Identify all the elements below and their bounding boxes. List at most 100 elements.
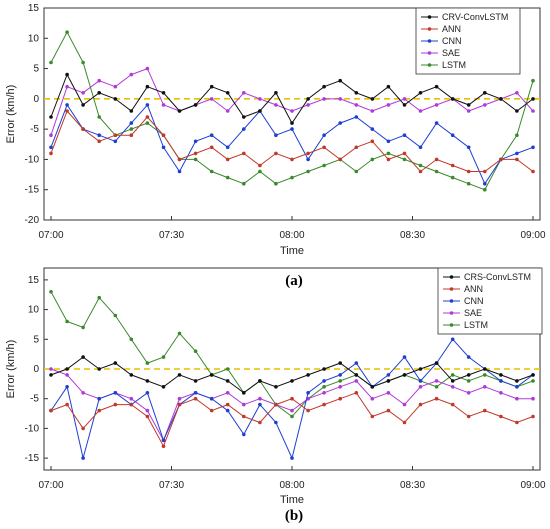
x-tick-label: 07:00 <box>38 480 63 491</box>
data-point <box>434 121 439 125</box>
data-point <box>177 169 182 174</box>
data-point <box>483 408 487 413</box>
legend-label: SAE <box>464 308 482 318</box>
data-point <box>65 367 69 371</box>
data-point <box>81 426 85 431</box>
legend-label: LSTM <box>442 60 466 70</box>
data-point <box>290 157 294 162</box>
data-point <box>483 103 487 107</box>
data-point <box>161 444 166 449</box>
data-point <box>531 97 535 101</box>
data-point <box>81 325 85 330</box>
data-point <box>161 91 166 95</box>
legend-marker <box>449 323 454 327</box>
data-point <box>499 379 503 383</box>
data-point <box>129 133 134 137</box>
data-point <box>258 420 262 425</box>
data-point <box>145 379 150 383</box>
data-point <box>402 157 407 162</box>
y-tick-label: -5 <box>30 394 39 405</box>
data-point <box>466 414 471 419</box>
data-point <box>370 414 375 419</box>
series-line <box>50 392 534 448</box>
data-point <box>209 408 214 413</box>
data-point <box>386 103 391 107</box>
data-point <box>306 151 310 156</box>
data-point <box>531 109 535 113</box>
data-point <box>97 115 101 119</box>
data-point <box>386 157 391 162</box>
data-point <box>499 157 503 162</box>
data-point <box>354 391 359 395</box>
data-point <box>242 181 246 186</box>
data-point <box>177 402 182 407</box>
data-point <box>49 115 53 119</box>
data-point <box>209 373 214 377</box>
data-point <box>258 97 262 101</box>
x-tick-label: 08:00 <box>279 480 304 491</box>
data-point <box>306 169 310 174</box>
data-point <box>177 109 182 113</box>
y-tick-label: 0 <box>33 364 39 375</box>
data-point <box>161 133 166 137</box>
data-point <box>322 402 326 407</box>
data-point <box>370 127 375 131</box>
data-point <box>402 97 407 101</box>
data-point <box>290 121 294 125</box>
data-point <box>290 456 294 460</box>
data-point <box>225 391 230 395</box>
data-point <box>338 385 343 389</box>
data-point <box>193 391 198 395</box>
data-point <box>370 396 375 401</box>
data-point <box>306 103 310 107</box>
y-tick-label: 0 <box>33 94 39 105</box>
data-point <box>466 145 471 150</box>
chart-panel-1: 15 10 5 0 -5 -10 -15 07:00 07:30 08:00 08:30 09:00 T… <box>5 267 546 524</box>
data-point <box>466 373 471 377</box>
data-point <box>129 396 134 401</box>
data-point <box>193 157 198 162</box>
data-point <box>515 379 519 383</box>
data-point <box>97 367 101 371</box>
data-point <box>531 379 535 383</box>
data-point <box>49 145 53 150</box>
x-axis-title: Time <box>280 494 304 506</box>
data-point <box>113 313 118 318</box>
data-point <box>145 84 150 89</box>
data-point <box>322 163 326 168</box>
data-point <box>434 103 439 107</box>
data-point <box>129 121 134 125</box>
data-point <box>209 396 214 401</box>
data-point <box>274 91 278 95</box>
series-line <box>50 103 534 185</box>
data-point <box>515 385 519 389</box>
data-point <box>65 319 69 324</box>
data-point <box>242 402 246 407</box>
series-line <box>50 356 534 394</box>
data-point <box>450 175 455 180</box>
data-point <box>97 78 101 83</box>
data-point <box>65 402 69 407</box>
data-point <box>370 157 375 162</box>
data-point <box>274 133 278 137</box>
data-point <box>418 169 423 174</box>
data-point <box>129 109 134 113</box>
data-point <box>290 127 294 131</box>
legend-marker <box>449 299 454 303</box>
x-tick-label: 07:30 <box>159 480 184 491</box>
data-point <box>145 391 150 395</box>
data-point <box>225 157 230 162</box>
data-point <box>483 373 487 377</box>
legend-marker <box>449 311 454 315</box>
data-point <box>402 151 407 156</box>
data-point <box>499 391 503 395</box>
data-point <box>466 379 471 383</box>
legend-label: CRV-ConvLSTM <box>442 12 508 22</box>
data-point <box>322 97 326 101</box>
data-point <box>161 438 166 443</box>
data-point <box>258 169 262 174</box>
data-point <box>450 373 455 377</box>
data-point <box>370 97 375 101</box>
legend-label: CNN <box>442 36 462 46</box>
